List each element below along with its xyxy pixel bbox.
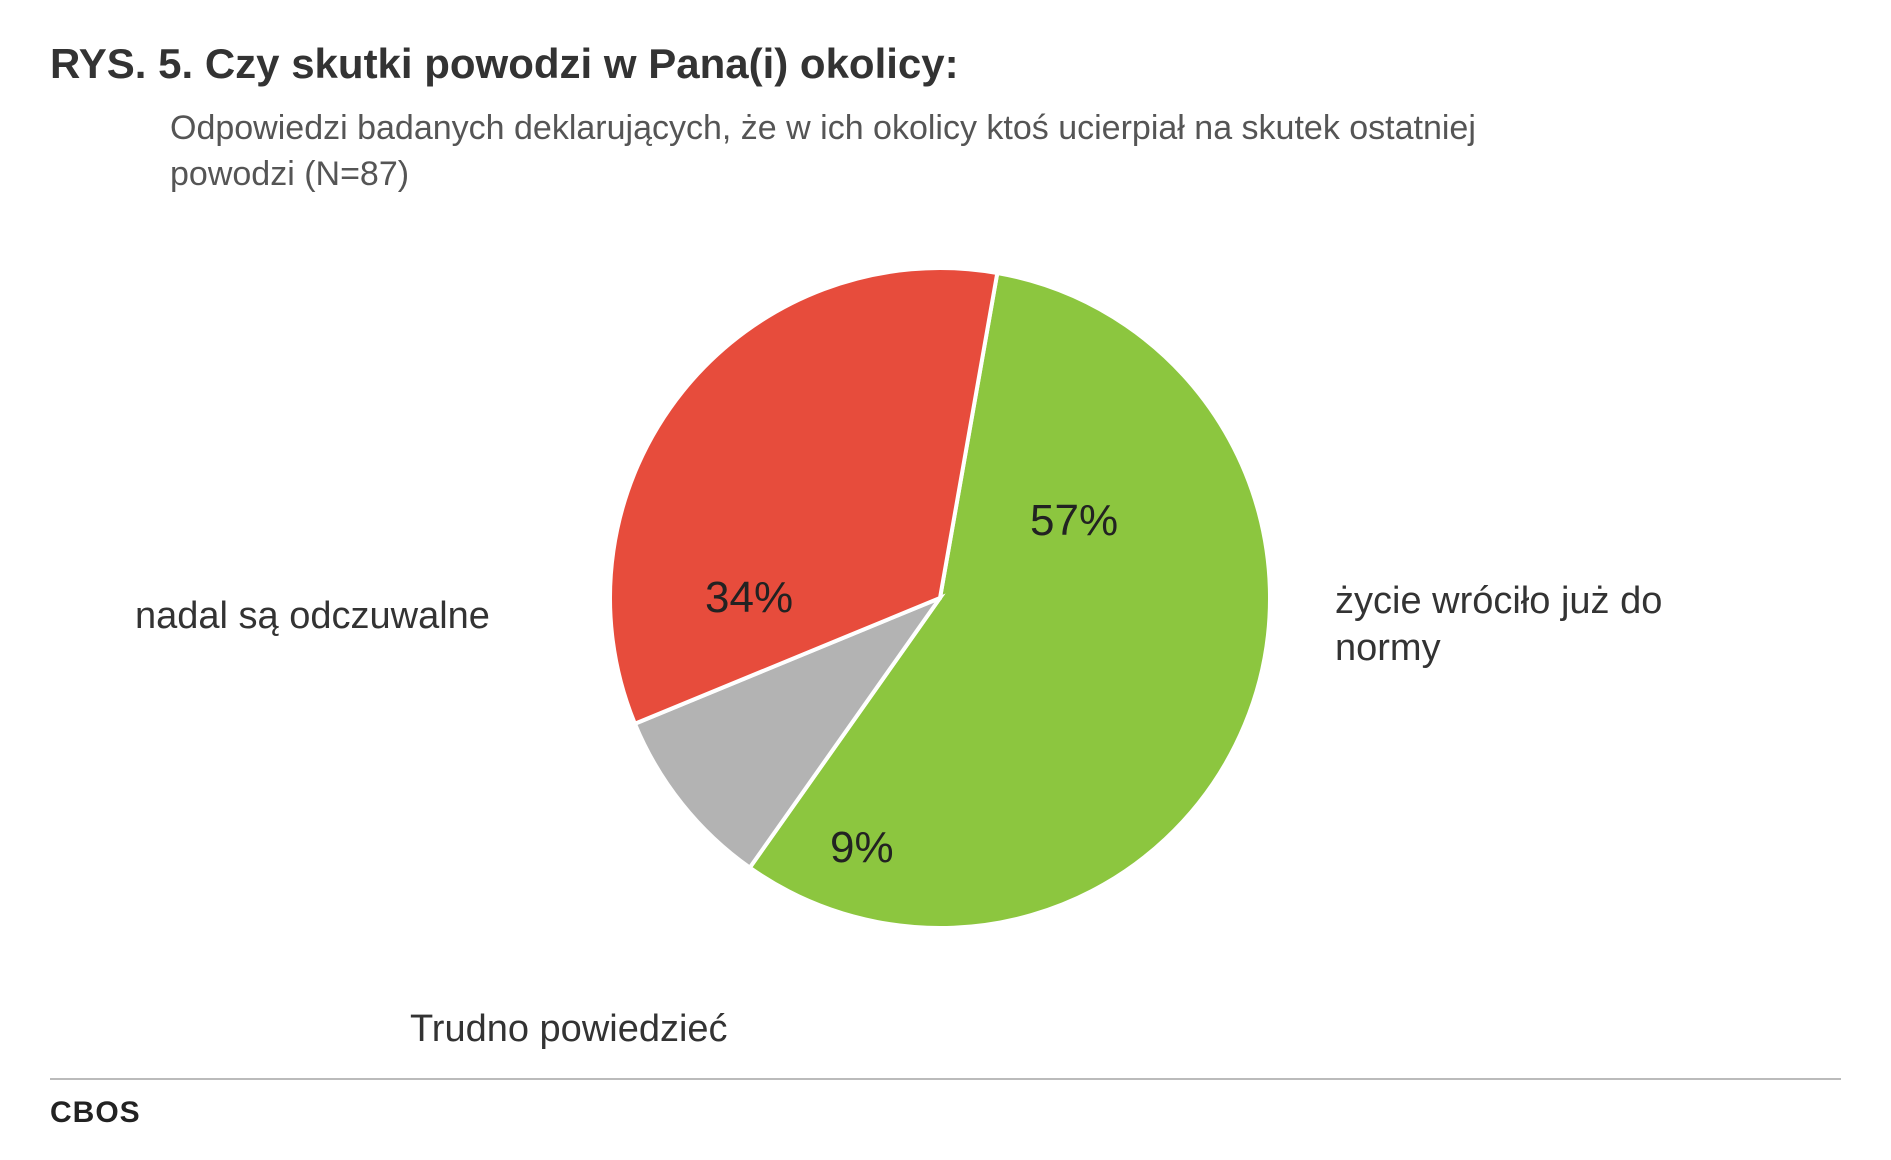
pie-chart-container: życie wróciło już do normy Trudno powied… bbox=[50, 238, 1841, 1038]
chart-subtitle: Odpowiedzi badanych deklarujących, że w … bbox=[170, 106, 1570, 198]
footer-source: CBOS bbox=[50, 1096, 141, 1130]
segment-label-2: nadal są odczuwalne bbox=[135, 593, 490, 641]
pie-chart bbox=[590, 248, 1290, 948]
segment-value-0: 57% bbox=[1030, 496, 1118, 546]
footer-divider bbox=[50, 1078, 1841, 1080]
segment-value-2: 34% bbox=[705, 573, 793, 623]
segment-label-0: życie wróciło już do normy bbox=[1335, 578, 1735, 673]
segment-value-1: 9% bbox=[830, 823, 894, 873]
chart-title: RYS. 5. Czy skutki powodzi w Pana(i) oko… bbox=[50, 40, 1841, 88]
segment-label-1: Trudno powiedzieć bbox=[410, 1006, 728, 1054]
